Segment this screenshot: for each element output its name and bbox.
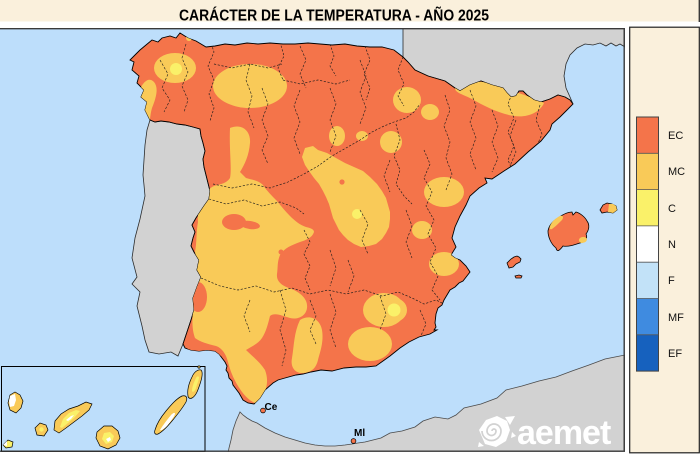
svg-text:C: C	[668, 203, 676, 215]
svg-text:CARÁCTER DE LA TEMPERATURA - A: CARÁCTER DE LA TEMPERATURA - AÑO 2025	[179, 5, 489, 25]
svg-text:MF: MF	[668, 312, 684, 324]
svg-text:N: N	[668, 239, 676, 251]
svg-text:Ml: Ml	[354, 428, 365, 439]
svg-text:EF: EF	[668, 348, 682, 360]
svg-text:EC: EC	[668, 130, 683, 142]
svg-text:aemet: aemet	[517, 414, 611, 452]
svg-text:Ce: Ce	[265, 402, 278, 413]
svg-text:MC: MC	[668, 166, 685, 178]
svg-text:F: F	[668, 275, 675, 287]
